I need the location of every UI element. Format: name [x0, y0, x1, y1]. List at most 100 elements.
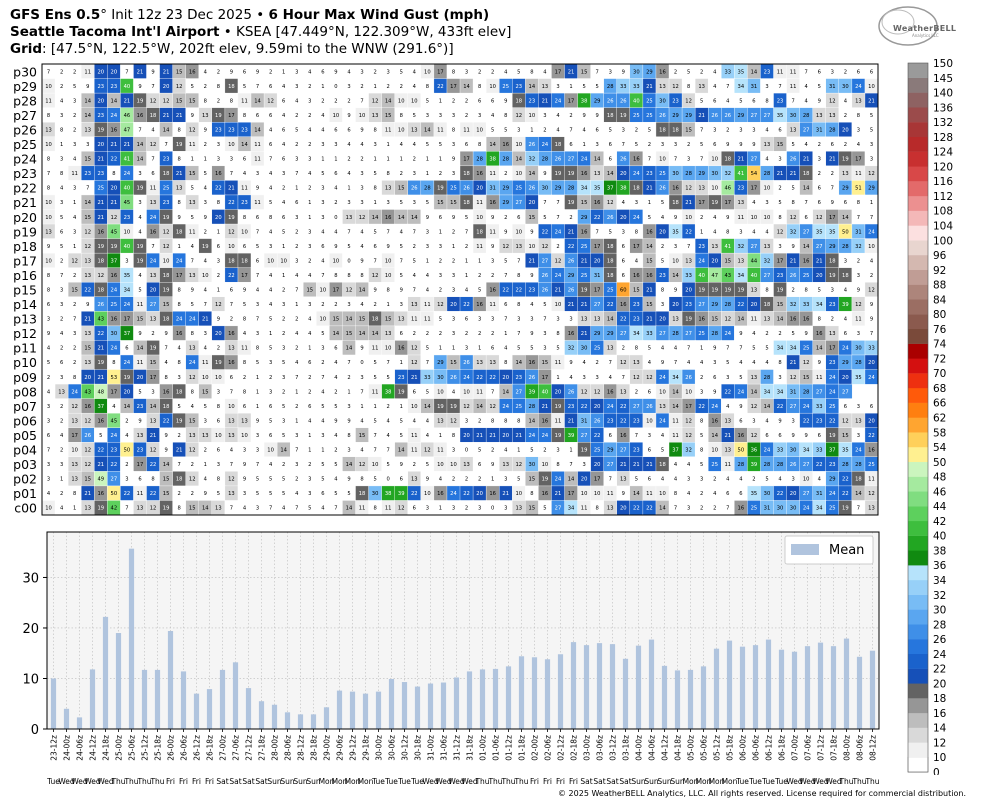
heatmap-cell-value: 21	[568, 229, 575, 235]
mean-bar	[713, 648, 720, 729]
heatmap-cell-value: 33	[816, 448, 823, 454]
heatmap-cell-value: 8	[857, 113, 860, 119]
x-tick-label: 05-00z	[687, 735, 696, 761]
heatmap-cell-value: 3	[269, 389, 272, 395]
heatmap-cell-value: 9	[530, 229, 533, 235]
heatmap-cell-value: 3	[609, 69, 612, 75]
heatmap-cell-value: 9	[713, 346, 716, 352]
heatmap-cell-value: 4	[413, 84, 417, 90]
heatmap-cell-value: 12	[829, 98, 836, 104]
day-label: Tue	[371, 777, 385, 786]
heatmap-cell-value: 10	[581, 491, 588, 497]
heatmap-cell-value: 16	[137, 113, 144, 119]
heatmap-cell-value: 10	[450, 462, 457, 468]
heatmap-cell-value: 39	[842, 302, 849, 308]
x-tick-label: 31-12z	[453, 735, 462, 761]
heatmap-cell-value: 5	[465, 215, 468, 221]
day-label: Fri	[543, 777, 552, 786]
heatmap-cell-value: 10	[711, 157, 718, 163]
heatmap-cell-value: 8	[191, 331, 194, 337]
heatmap-cell-value: 8	[556, 331, 559, 337]
heatmap-cell-value: 3	[308, 98, 311, 104]
x-tick-label: 27-06z	[232, 735, 241, 761]
heatmap-cell-value: 14	[515, 157, 522, 163]
heatmap-cell-value: 1	[387, 142, 390, 148]
heatmap-cell-value: 2	[60, 84, 63, 90]
heatmap-cell-value: 17	[111, 389, 118, 395]
heatmap-cell-value: 12	[163, 244, 170, 250]
heatmap-cell-value: 9	[334, 244, 337, 250]
heatmap-cell-value: 10	[398, 127, 405, 133]
heatmap-cell-value: 8	[73, 375, 76, 381]
heatmap-cell-value: 50	[738, 448, 745, 454]
heatmap-cell-value: 14	[515, 360, 522, 366]
heatmap-cell-value: 20	[790, 491, 797, 497]
heatmap-cell-value: 23	[97, 113, 104, 119]
heatmap-cell-value: 3	[321, 186, 324, 192]
heatmap-cell-value: 7	[191, 258, 194, 264]
heatmap-cell-value: 12	[267, 98, 274, 104]
heatmap-cell-value: 26	[685, 375, 692, 381]
heatmap-cell-value: 5	[60, 244, 63, 250]
title-separator: •	[251, 7, 269, 23]
heatmap-cell-value: 14	[816, 346, 823, 352]
heatmap-cell-value: 8	[387, 288, 390, 294]
heatmap-cell-value: 22	[698, 404, 705, 410]
colorbar-tick-label: 72	[933, 353, 946, 365]
heatmap-cell-value: 9	[530, 331, 533, 337]
heatmap-cell-value: 15	[542, 360, 549, 366]
heatmap-cell-value: 23	[633, 302, 640, 308]
heatmap-cell-value: 10	[385, 258, 392, 264]
mean-bar	[193, 693, 200, 729]
heatmap-cell-value: 12	[189, 127, 196, 133]
heatmap-cell-value: 2	[465, 113, 468, 119]
heatmap-cell-value: 33	[685, 273, 692, 279]
heatmap-cell-value: 13	[71, 477, 78, 483]
heatmap-cell-value: 3	[491, 258, 494, 264]
member-label-p27: p27	[13, 108, 37, 123]
member-label-p01: p01	[13, 486, 37, 501]
heatmap-cell-value: 19	[97, 127, 104, 133]
colorbar-swatch	[908, 506, 928, 522]
heatmap-cell-value: 3	[60, 375, 63, 381]
heatmap-cell-value: 12	[84, 229, 91, 235]
weatherbell-logo	[878, 6, 938, 46]
heatmap-cell-value: 5	[648, 346, 651, 352]
heatmap-cell-value: 2	[204, 229, 207, 235]
heatmap-cell-value: 19	[163, 215, 170, 221]
heatmap-cell-value: 24	[555, 273, 562, 279]
heatmap-cell-value: 7	[674, 506, 677, 512]
heatmap-cell-value: 2	[857, 258, 860, 264]
heatmap-cell-value: 23	[659, 273, 666, 279]
heatmap-cell-value: 3	[73, 142, 76, 148]
heatmap-cell-value: 8	[47, 157, 50, 163]
heatmap-cell-value: 11	[476, 200, 483, 206]
heatmap-cell-value: 11	[411, 433, 418, 439]
heatmap-cell-value: 14	[398, 215, 405, 221]
heatmap-cell-value: 19	[215, 360, 222, 366]
heatmap-cell-value: 2	[217, 69, 220, 75]
heatmap-cell-value: 14	[529, 171, 536, 177]
heatmap-cell-value: 3	[491, 317, 494, 323]
heatmap-cell-value: 7	[700, 157, 703, 163]
heatmap-cell-value: 9	[151, 69, 154, 75]
heatmap-cell-value: 25	[751, 506, 758, 512]
heatmap-cell-value: 3	[347, 448, 350, 454]
heatmap-cell-value: 2	[452, 258, 455, 264]
heatmap-cell-value: 20	[842, 127, 849, 133]
heatmap-cell-value: 16	[437, 491, 444, 497]
heatmap-cell-value: 31	[790, 389, 797, 395]
heatmap-cell-value: 15	[163, 302, 170, 308]
heatmap-cell-value: 6	[765, 433, 768, 439]
heatmap-cell-value: 22	[163, 418, 170, 424]
heatmap-cell-value: 22	[829, 418, 836, 424]
heatmap-cell-value: 22	[476, 375, 483, 381]
heatmap-cell-value: 7	[230, 506, 233, 512]
heatmap-cell-value: 15	[437, 200, 444, 206]
heatmap-cell-value: 1	[400, 157, 403, 163]
heatmap-cell-value: 20	[111, 69, 118, 75]
heatmap-cell-value: 2	[478, 273, 481, 279]
heatmap-cell-value: 24	[829, 375, 836, 381]
heatmap-cell-value: 13	[829, 113, 836, 119]
